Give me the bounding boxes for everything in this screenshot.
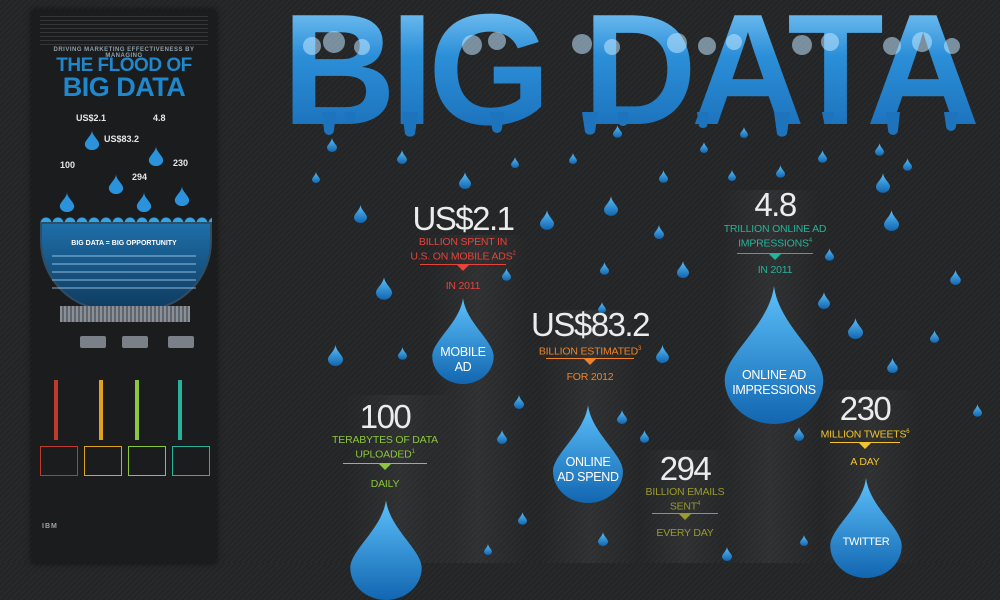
- ad-spend-notch: [583, 358, 597, 365]
- poster-drop-icon: [108, 174, 124, 194]
- poster-value-data: 100: [60, 160, 76, 170]
- ad-spend-drop-line1: ONLINE: [565, 455, 611, 469]
- poster-drop-icon: [84, 130, 100, 150]
- impressions-desc-line2: IMPRESSIONS: [738, 237, 809, 250]
- impressions-desc-line1: TRILLION ONLINE AD: [723, 223, 827, 235]
- main-title: BIG DATA: [282, 0, 982, 149]
- title-drips: [322, 112, 958, 137]
- ad-spend-drop: [553, 405, 623, 503]
- emails-description: BILLION EMAILS SENT4: [630, 486, 740, 513]
- emails-period: EVERY DAY: [656, 527, 714, 539]
- mobile-ad-value: US$2.1: [412, 200, 515, 237]
- emails-desc-line1: BILLION EMAILS: [645, 486, 725, 498]
- infographic-thumbnail: DRIVING MARKETING EFFECTIVENESS BY MANAG…: [32, 10, 216, 563]
- poster-gauge: [80, 336, 106, 348]
- poster-logo: IBM: [42, 523, 58, 530]
- poster-tank-title: BIG DATA = BIG OPPORTUNITY: [71, 240, 177, 247]
- impressions-drop: [724, 286, 824, 424]
- mobile-ad-drop: [432, 298, 494, 384]
- poster-panel-red: [40, 446, 78, 476]
- tweets-desc-line1: MILLION TWEETS: [820, 428, 907, 441]
- impressions-drop-line1: ONLINE AD: [742, 368, 806, 382]
- impressions-value: 4.8: [754, 186, 797, 223]
- mobile-ad-drop-label: MOBILE AD: [431, 345, 495, 375]
- impressions-notch: [768, 253, 782, 260]
- poster-panel-orange: [84, 446, 122, 476]
- light-beam: [428, 235, 528, 563]
- poster-tube-red: [54, 380, 58, 440]
- tweets-description: MILLION TWEETS6: [800, 426, 930, 441]
- mobile-ad-notch: [456, 264, 470, 271]
- poster-value-mobile: US$2.1: [76, 113, 107, 123]
- poster-value-impressions: 4.8: [153, 113, 166, 123]
- mobile-ad-description: BILLION SPENT IN U.S. ON MOBILE ADS2: [398, 236, 528, 263]
- mobile-ad-period: IN 2011: [445, 280, 481, 292]
- poster-value-emails: 294: [132, 172, 148, 182]
- ad-spend-drop-line2: AD SPEND: [557, 470, 619, 484]
- ad-spend-footnote: 3: [637, 346, 642, 352]
- impressions-period: IN 2011: [757, 264, 793, 276]
- data-uploaded-value: 100: [359, 398, 412, 435]
- data-uploaded-drop: [350, 500, 422, 600]
- poster-title-line1: THE FLOOD OF: [56, 55, 192, 76]
- poster-panel-green: [128, 446, 166, 476]
- tweets-drop: [830, 478, 902, 578]
- impressions-footnote: 4: [808, 238, 812, 244]
- ad-spend-drop-label: ONLINE AD SPEND: [551, 455, 625, 485]
- mobile-ad-footnote: 2: [512, 251, 516, 257]
- poster-tube-orange: [99, 380, 103, 440]
- tweets-footnote: 6: [906, 429, 910, 435]
- data-uploaded-desc-line1: TERABYTES OF DATA: [332, 434, 438, 446]
- data-uploaded-description: TERABYTES OF DATA UPLOADED1: [320, 434, 450, 461]
- poster-title-line2: BIG DATA: [62, 72, 186, 102]
- poster-intro-text: [40, 16, 208, 46]
- poster-panel-teal: [172, 446, 210, 476]
- tweets-period: A DAY: [850, 456, 880, 468]
- mobile-ad-drop-line1: MOBILE: [440, 345, 486, 359]
- impressions-drop-line2: IMPRESSIONS: [732, 383, 816, 397]
- poster-drop-icon: [59, 192, 75, 212]
- data-uploaded-footnote: 1: [411, 449, 415, 455]
- tweets-value: 230: [839, 390, 892, 427]
- poster-value-adspend: US$83.2: [104, 134, 140, 144]
- emails-footnote: 4: [697, 501, 701, 507]
- impressions-drop-label: ONLINE AD IMPRESSIONS: [724, 368, 824, 398]
- emails-value: 294: [659, 450, 712, 487]
- data-uploaded-period: DAILY: [370, 478, 400, 490]
- data-uploaded-notch: [378, 463, 392, 470]
- poster-value-tweets: 230: [173, 158, 189, 168]
- mobile-ad-desc-line1: BILLION SPENT IN: [418, 236, 508, 248]
- ad-spend-value: US$83.2: [531, 306, 650, 343]
- mobile-ad-drop-line2: AD: [454, 360, 472, 374]
- poster-drop-icon: [174, 186, 190, 206]
- emails-notch: [678, 513, 692, 520]
- poster-tube-teal: [178, 380, 182, 440]
- ad-spend-period: FOR 2012: [566, 371, 614, 383]
- ad-spend-desc-line1: BILLION ESTIMATED: [538, 345, 638, 358]
- poster-tagline: DRIVING MARKETING EFFECTIVENESS BY MANAG…: [53, 47, 195, 59]
- poster-drop-icon: [148, 146, 164, 166]
- poster-pipe: [60, 306, 190, 322]
- impressions-description: TRILLION ONLINE AD IMPRESSIONS4: [705, 223, 845, 250]
- tweets-drop-label: TWITTER: [842, 536, 890, 548]
- emails-desc-line2: SENT: [669, 500, 698, 513]
- ad-spend-description: BILLION ESTIMATED3: [520, 343, 660, 358]
- data-uploaded-desc-line2: UPLOADED: [355, 448, 412, 461]
- poster-gauge: [122, 336, 148, 348]
- tweets-notch: [858, 442, 872, 449]
- poster-tank-stats: [52, 255, 196, 295]
- light-beam: [640, 450, 730, 563]
- poster-gauge: [168, 336, 194, 348]
- poster-tube-green: [135, 380, 139, 440]
- poster-drop-icon: [136, 192, 152, 212]
- mobile-ad-desc-line2: U.S. ON MOBILE ADS: [410, 250, 513, 263]
